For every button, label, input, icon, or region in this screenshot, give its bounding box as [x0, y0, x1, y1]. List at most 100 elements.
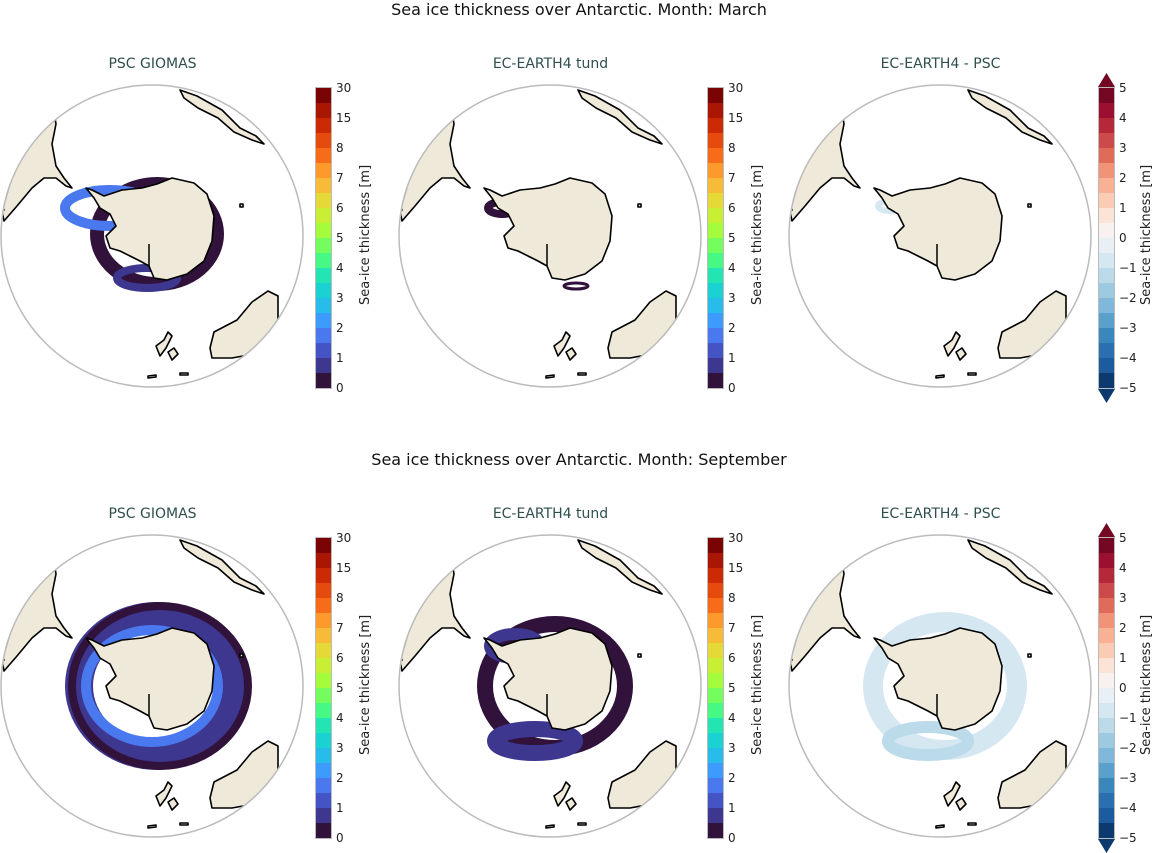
colorbar-segment — [708, 718, 723, 733]
colorbar-tick-label: 4 — [1119, 111, 1127, 125]
colorbar-segment — [316, 118, 331, 133]
colorbar-label: Sea-ice thickness [m] — [358, 614, 373, 755]
colorbar-tick-label: 0 — [1119, 231, 1127, 245]
panel-title-model: EC-EARTH4 tund — [492, 506, 609, 522]
polar-map-obs — [0, 84, 304, 388]
colorbar-segment — [1099, 658, 1114, 673]
colorbar-label: Sea-ice thickness [m] — [358, 164, 373, 305]
colorbar-label: Sea-ice thickness [m] — [750, 164, 765, 305]
map-boundary — [398, 84, 702, 388]
sea-ice-region — [562, 281, 590, 291]
colorbar-tick-label: −3 — [1119, 771, 1137, 785]
colorbar-segment — [708, 133, 723, 148]
map-boundary — [398, 534, 702, 838]
colorbar-segment — [1099, 163, 1114, 178]
colorbar-segment — [708, 238, 723, 253]
colorbar-tick-label: 6 — [728, 651, 736, 665]
colorbar-segment — [708, 568, 723, 583]
colorbar-tick-label: 4 — [1119, 561, 1127, 575]
colorbar-segment — [708, 193, 723, 208]
colorbar-segment — [1099, 283, 1114, 298]
colorbar-segment — [1099, 268, 1114, 283]
colorbar-segment — [708, 658, 723, 673]
colorbar-extend-max — [1098, 523, 1115, 537]
colorbar-segment — [316, 358, 331, 373]
colorbar-tick-label: 3 — [336, 741, 344, 755]
colorbar-tick-label: 8 — [336, 591, 344, 605]
colorbar-tick-label: 0 — [728, 381, 736, 395]
colorbar-tick-label: 5 — [1119, 81, 1127, 95]
colorbar-tick-label: −1 — [1119, 261, 1137, 275]
sea-ice-region — [882, 721, 974, 761]
colorbar-segment — [1099, 823, 1114, 838]
colorbar-segment — [708, 118, 723, 133]
colorbar-ticks: −5 −4 −3 −2 −1 0 1 2 3 4 5 — [1119, 531, 1149, 845]
colorbar-segment — [1099, 793, 1114, 808]
colorbar-segment — [708, 268, 723, 283]
colorbar-tick-label: 7 — [728, 621, 736, 635]
colorbar-segment — [316, 553, 331, 568]
polar-map-model — [398, 84, 702, 388]
colorbar-segment — [316, 688, 331, 703]
colorbar-segment — [708, 688, 723, 703]
colorbar-tick-label: 6 — [336, 651, 344, 665]
colorbar-segment — [1099, 358, 1114, 373]
colorbar-tick-label: 30 — [728, 531, 744, 545]
colorbar-tick-label: 15 — [336, 111, 352, 125]
colorbar-segment — [316, 298, 331, 313]
colorbar-tick-label: 1 — [1119, 201, 1127, 215]
colorbar-segment — [316, 208, 331, 223]
colorbar-segment — [316, 313, 331, 328]
colorbar-segment — [316, 793, 331, 808]
colorbar-segment — [708, 583, 723, 598]
colorbar-tick-label: 0 — [728, 831, 736, 845]
colorbar-segment — [316, 598, 331, 613]
colorbar-segment — [316, 568, 331, 583]
colorbar-segment — [708, 748, 723, 763]
colorbar-tick-label: 7 — [728, 171, 736, 185]
panel-title-diff: EC-EARTH4 - PSC — [880, 506, 1001, 522]
colorbar-segment — [1099, 373, 1114, 388]
colorbar-segment — [1099, 643, 1114, 658]
colorbar-tick-label: 7 — [336, 621, 344, 635]
colorbar-segment — [708, 103, 723, 118]
colorbar-segment — [708, 208, 723, 223]
colorbar-segment — [316, 223, 331, 238]
colorbar-diff — [1098, 537, 1115, 839]
colorbar-segment — [708, 628, 723, 643]
colorbar-segment — [1099, 733, 1114, 748]
colorbar-model — [707, 87, 724, 389]
sea-ice-region — [65, 602, 249, 770]
colorbar-segment — [1099, 238, 1114, 253]
colorbar-segment — [708, 373, 723, 388]
colorbar-model — [707, 537, 724, 839]
colorbar-segment — [316, 343, 331, 358]
colorbar-tick-label: 2 — [1119, 171, 1127, 185]
colorbar-segment — [708, 313, 723, 328]
colorbar-segment — [708, 598, 723, 613]
colorbar-segment — [316, 238, 331, 253]
colorbar-segment — [1099, 688, 1114, 703]
colorbar-tick-label: 1 — [1119, 651, 1127, 665]
colorbar-extend-max — [1098, 73, 1115, 87]
colorbar-tick-label: 6 — [336, 201, 344, 215]
colorbar-tick-label: 5 — [336, 681, 344, 695]
colorbar-segment — [1099, 778, 1114, 793]
colorbar-tick-label: −4 — [1119, 801, 1137, 815]
colorbar-tick-label: 8 — [336, 141, 344, 155]
map-boundary — [0, 534, 304, 838]
colorbar-tick-label: 30 — [336, 531, 352, 545]
colorbar-segment — [316, 583, 331, 598]
colorbar-tick-label: 15 — [728, 111, 744, 125]
colorbar-ticks: 0 1 2 3 4 5 6 7 8 15 30 — [336, 81, 366, 395]
colorbar-segment — [316, 718, 331, 733]
colorbar-segment — [316, 808, 331, 823]
colorbar-tick-label: 3 — [728, 741, 736, 755]
colorbar-segment — [1099, 598, 1114, 613]
colorbar-tick-label: −3 — [1119, 321, 1137, 335]
colorbar-segment — [316, 178, 331, 193]
colorbar-segment — [316, 658, 331, 673]
colorbar-obs — [315, 537, 332, 839]
colorbar-segment — [1099, 538, 1114, 553]
colorbar-tick-label: 4 — [728, 711, 736, 725]
